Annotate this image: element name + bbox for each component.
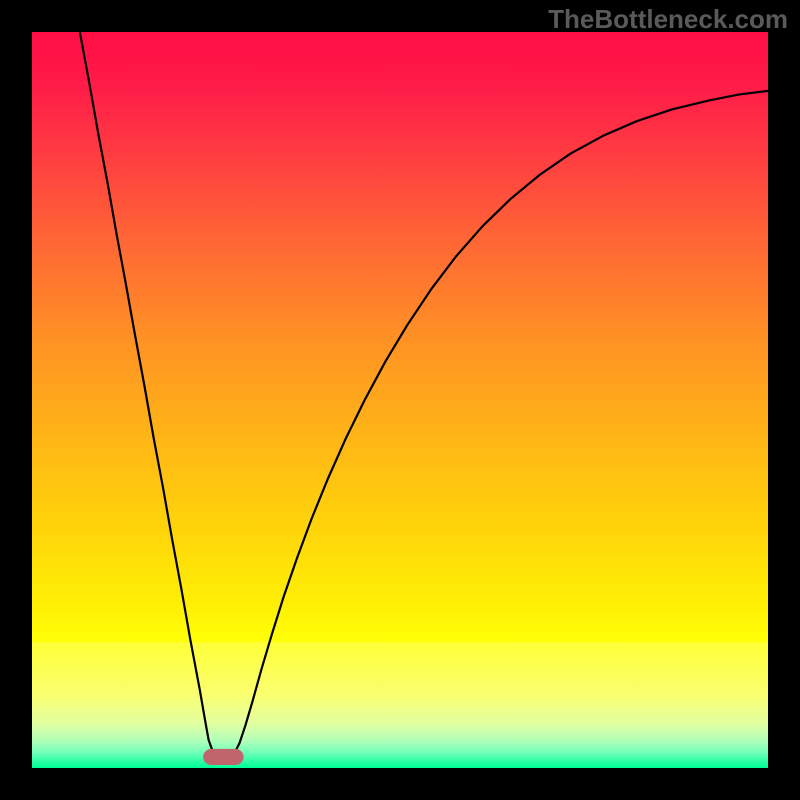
- minimum-marker: [203, 749, 243, 765]
- curve-layer: [32, 32, 768, 768]
- plot-area: [32, 32, 768, 768]
- watermark-text: TheBottleneck.com: [548, 4, 788, 35]
- chart-container: TheBottleneck.com: [0, 0, 800, 800]
- curve-path: [80, 32, 768, 758]
